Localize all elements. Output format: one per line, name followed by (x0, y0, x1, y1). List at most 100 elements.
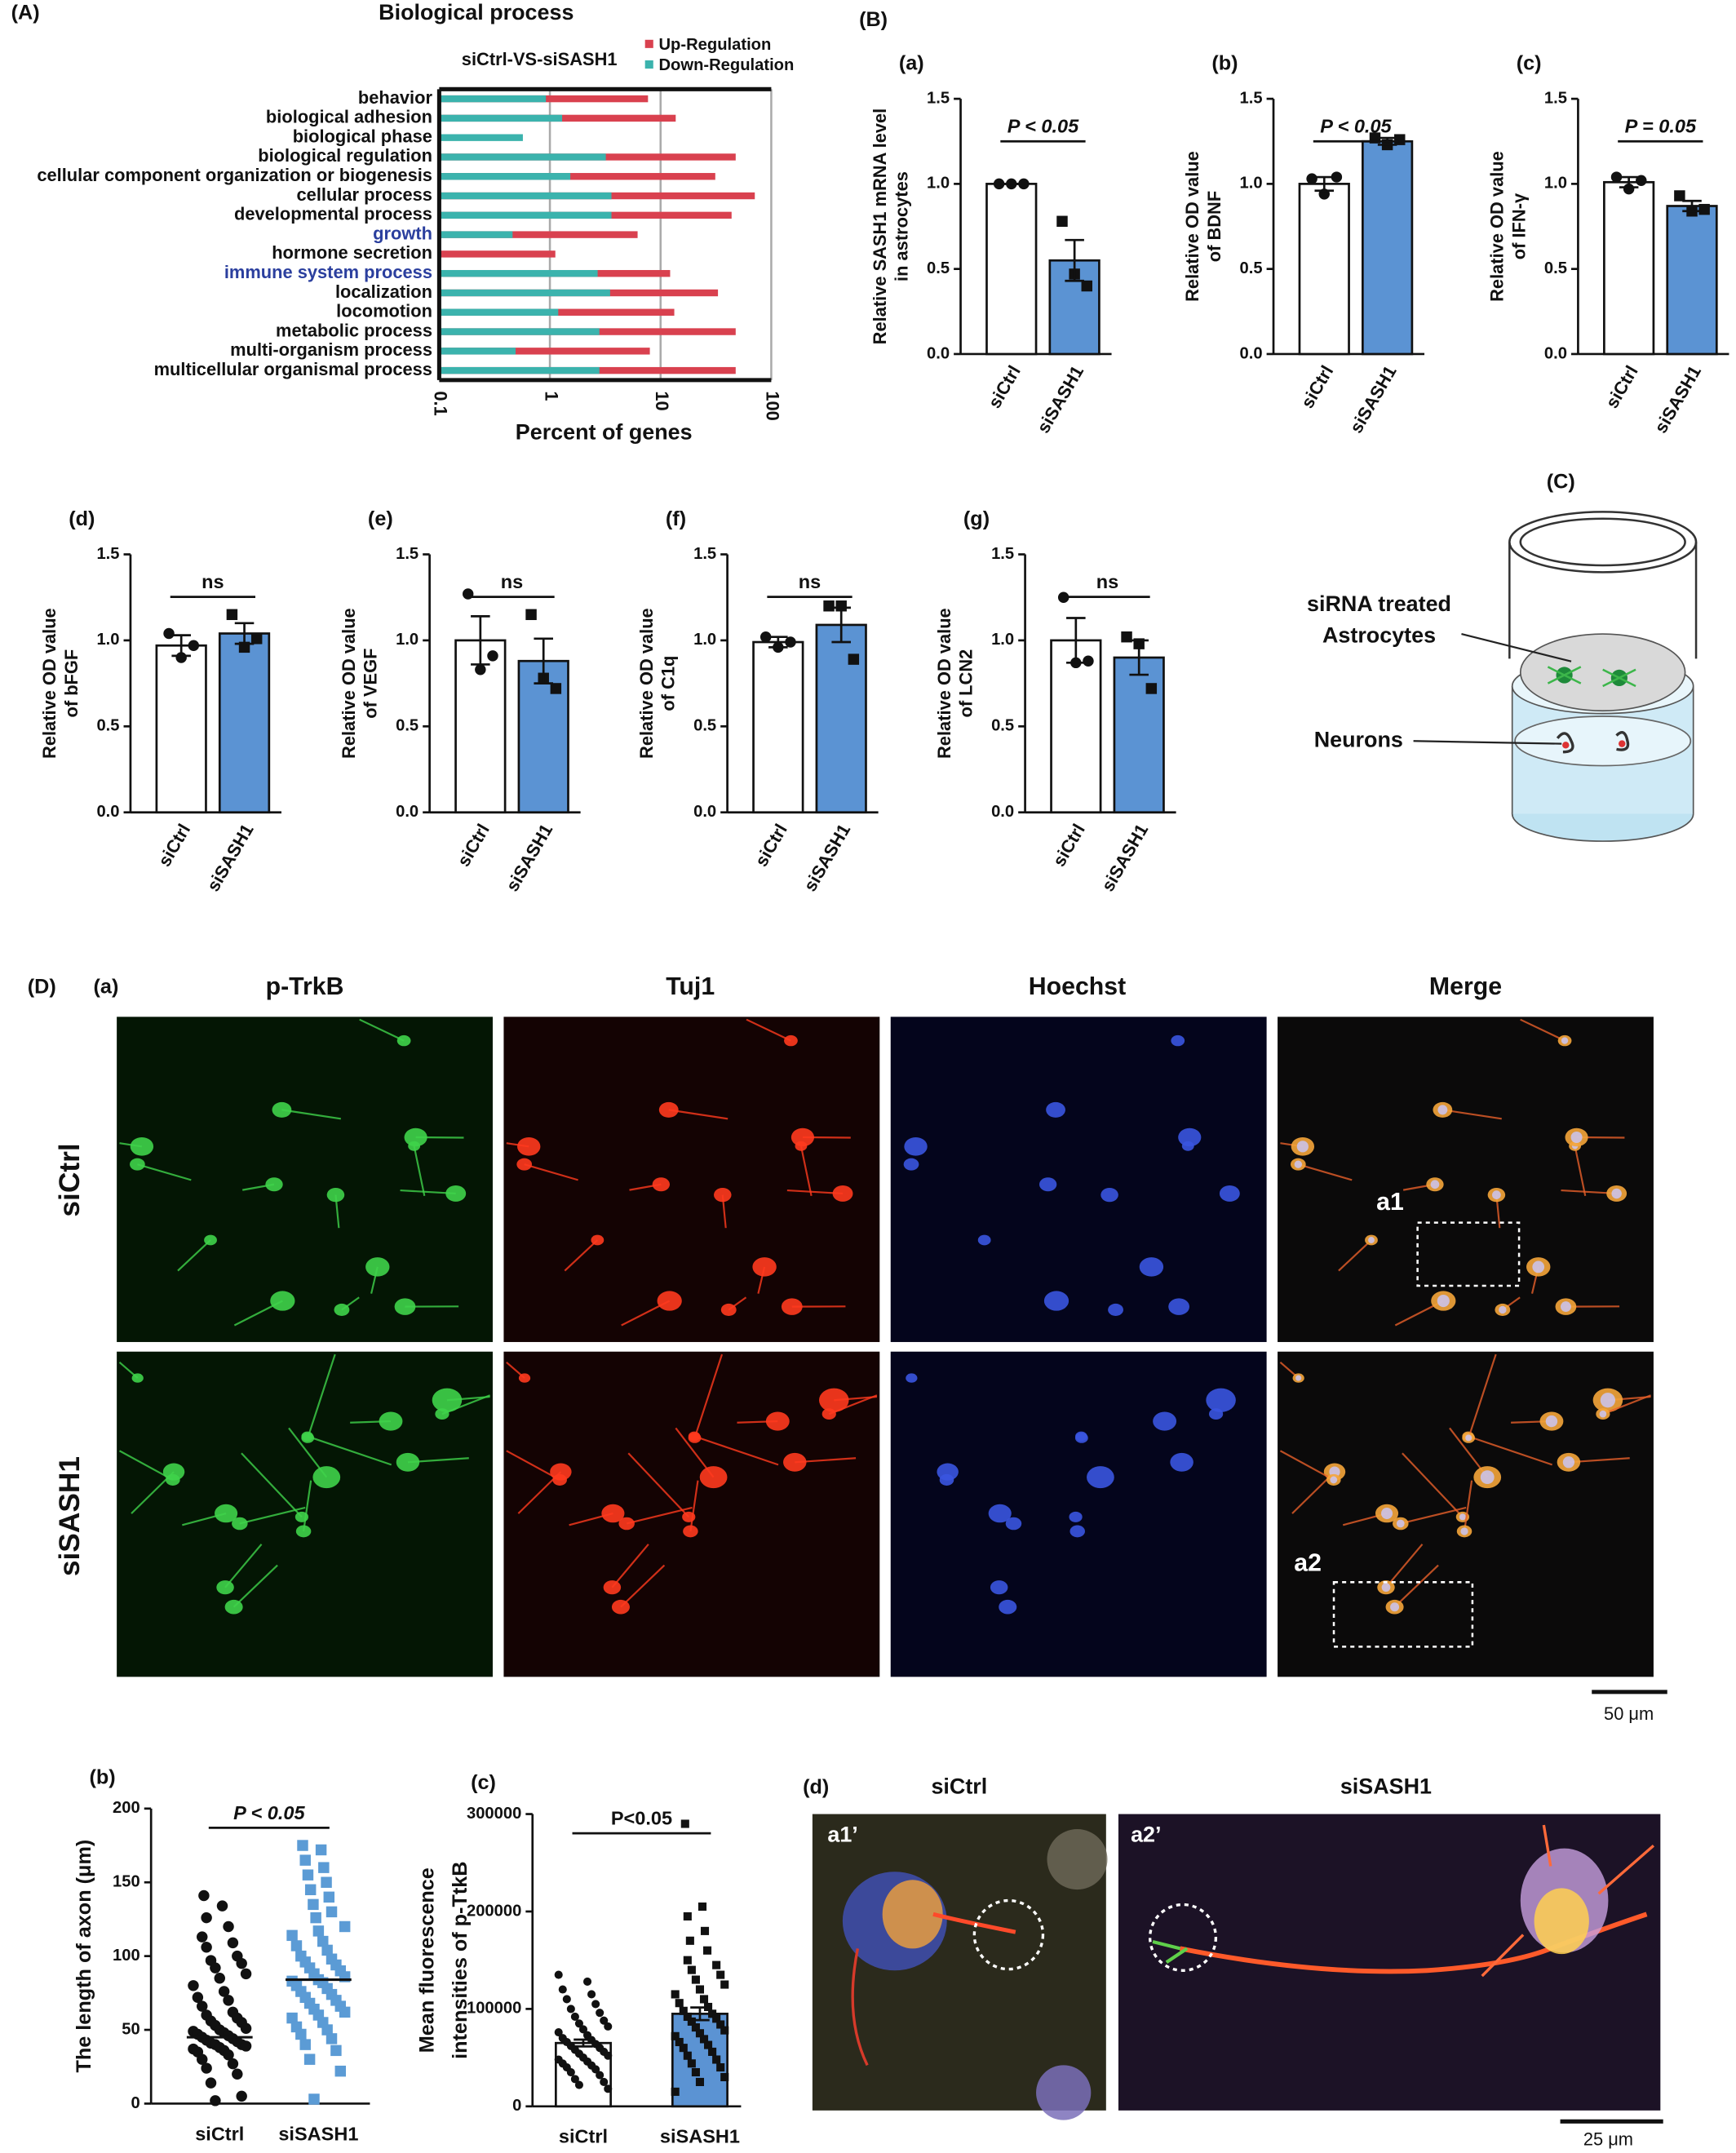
category-label: developmental process (234, 204, 432, 224)
y-tick-label: 0.5 (1544, 259, 1567, 277)
data-point (695, 2029, 705, 2038)
y-tick-label: 0.0 (1240, 344, 1263, 362)
category-label: cellular process (297, 184, 432, 205)
cell (215, 1504, 238, 1523)
data-point (321, 1944, 333, 1956)
neurite (1574, 1145, 1587, 1197)
data-point (250, 633, 263, 645)
nucleus (1396, 1519, 1405, 1528)
data-point (716, 2020, 725, 2029)
nucleus (1430, 1180, 1440, 1189)
nucleus (1561, 1037, 1569, 1044)
significance-label: P < 0.05 (233, 1802, 305, 1823)
data-point (675, 2037, 684, 2047)
data-point (312, 1925, 325, 1937)
data-point (201, 1942, 212, 1953)
row-title: siSASH1 (54, 1456, 86, 1576)
y-axis-label: The length of axon (μm) (73, 1840, 95, 2073)
data-point (1018, 178, 1030, 190)
cell (1219, 1185, 1240, 1202)
data-point (163, 627, 175, 640)
cell (683, 1525, 698, 1538)
neurite (241, 1452, 303, 1518)
cell (1139, 1257, 1164, 1277)
significance-label: ns (799, 571, 821, 592)
neurite (689, 1480, 699, 1532)
nucleus (1459, 1513, 1466, 1521)
column-title: p-TrkB (266, 973, 344, 1000)
inset-label: a2’ (1131, 1823, 1161, 1847)
nucleus (1437, 1294, 1450, 1308)
y-axis-label: intensities of p-TtkB (449, 1861, 472, 2058)
data-point (683, 2051, 692, 2060)
neurite (1279, 1450, 1335, 1481)
data-point (1394, 134, 1406, 145)
data-point (671, 2031, 680, 2040)
data-point (201, 2062, 212, 2074)
cell (552, 1473, 567, 1486)
bar (439, 153, 606, 161)
neurite (746, 1018, 791, 1042)
y-tick-label: 1.5 (693, 545, 716, 563)
data-point (227, 2058, 239, 2070)
data-point (290, 1940, 303, 1951)
cell (394, 1298, 416, 1315)
y-tick-label: 0.5 (693, 717, 716, 735)
panel-label: (c) (1517, 52, 1542, 75)
cell (518, 1373, 531, 1383)
data-point (321, 1876, 332, 1888)
neurite (693, 1435, 779, 1466)
bar (439, 95, 547, 103)
data-point (600, 2016, 609, 2025)
cell (657, 1291, 682, 1311)
x-axis-label: Percent of genes (516, 420, 693, 445)
data-point (699, 2035, 709, 2044)
y-axis-label: Relative OD value (636, 608, 657, 759)
cell (334, 1303, 350, 1317)
data-point (566, 2005, 575, 2013)
data-point (339, 1920, 351, 1933)
y-tick-label: 0.5 (396, 717, 418, 735)
data-point (671, 1990, 680, 1999)
data-point (318, 1862, 330, 1873)
data-point (214, 1973, 226, 1984)
cell (784, 1034, 798, 1047)
data-point (286, 2012, 298, 2024)
cell (688, 1433, 702, 1443)
zoom-image (812, 1814, 1108, 2120)
data-point (218, 1986, 230, 1997)
nucleus (1545, 1415, 1558, 1428)
neurite (303, 1480, 312, 1532)
data-point (562, 1995, 571, 2004)
neurite (564, 1239, 599, 1272)
y-axis-label: of VEGF (361, 649, 381, 719)
panel-label: (g) (963, 507, 990, 530)
nucleus (1492, 1190, 1501, 1199)
y-tick-label: 50 (122, 2020, 140, 2038)
y-tick-label: 100 (113, 1947, 140, 1965)
data-point (299, 2039, 311, 2050)
data-point (574, 2080, 583, 2089)
nucleus (1599, 1410, 1607, 1418)
data-point (188, 640, 200, 651)
data-point (702, 1946, 712, 1955)
data-point (1081, 280, 1093, 292)
cell (396, 1452, 420, 1472)
x-tick-label: 1 (541, 391, 561, 401)
data-point (216, 1900, 228, 1912)
data-point (596, 2009, 604, 2018)
nucleus (1390, 1602, 1400, 1612)
category-label: hormone secretion (272, 242, 432, 263)
cell (1070, 1525, 1085, 1538)
row-title: siCtrl (54, 1143, 86, 1216)
inset-label: a1’ (827, 1823, 857, 1847)
cell (166, 1473, 180, 1486)
cell (204, 1234, 217, 1246)
data-point (1056, 215, 1068, 227)
data-point (679, 2044, 688, 2053)
data-point (286, 1929, 298, 1942)
data-point (1083, 655, 1094, 667)
data-point (558, 1985, 567, 1994)
y-axis-label: Relative OD value (934, 608, 954, 759)
